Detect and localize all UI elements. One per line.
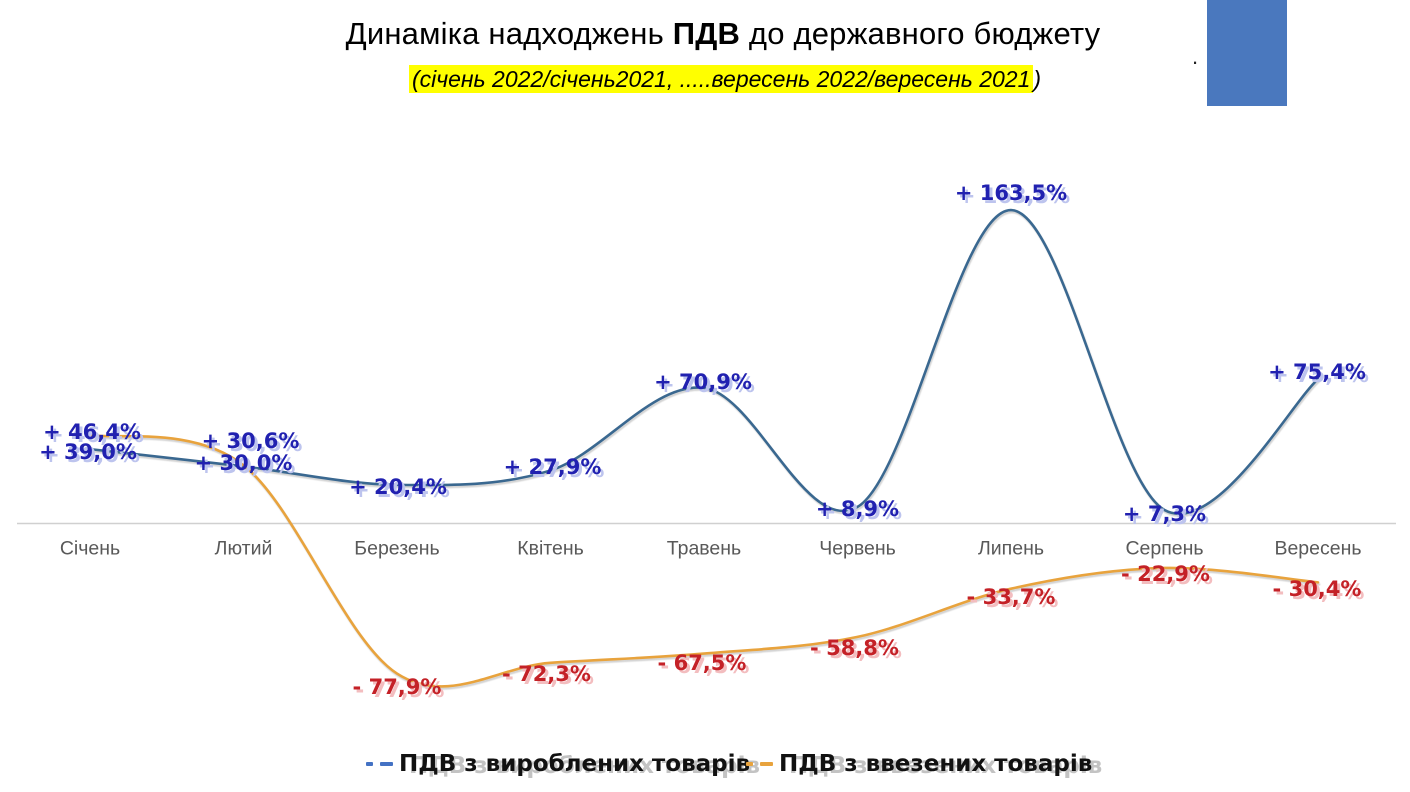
- legend-label-imported-goods: ПДВ з ввезених товарів: [779, 751, 1093, 777]
- axis-label-5: Червень: [819, 537, 896, 560]
- point-label-imported-0: + 46,4%: [43, 419, 141, 444]
- axis-label-0: Січень: [59, 537, 121, 560]
- point-label-imported-3: - 72,3%: [502, 661, 591, 686]
- legend-item-imported-goods: ПДВ з ввезених товарів: [746, 751, 1092, 777]
- axis-label-8: Вересень: [1274, 537, 1362, 560]
- blue-rectangle-decoration: [1207, 0, 1287, 106]
- axis-label-2: Березень: [354, 537, 440, 560]
- point-label-produced-4: + 70,9%: [654, 369, 752, 394]
- axis-label-3: Квітень: [517, 537, 584, 560]
- point-label-produced-3: + 27,9%: [503, 455, 602, 480]
- chart-title-suffix: до державного бюджету: [740, 16, 1101, 51]
- point-label-produced-1: + 30,0%: [194, 451, 293, 476]
- point-label-imported-2: - 77,9%: [352, 674, 442, 699]
- legend-label-produced-goods: ПДВ з вироблених товарів: [399, 751, 751, 777]
- point-label-imported-6: - 33,7%: [966, 584, 1056, 609]
- series-line-produced: [88, 208, 1320, 515]
- chart-title: Динаміка надходжень ПДВ до державного бю…: [18, 16, 1410, 52]
- point-label-produced-0: + 39,0%: [39, 440, 137, 465]
- point-label-produced-8: + 75,4%: [1268, 360, 1366, 385]
- point-label-imported-5: - 58,8%: [810, 635, 899, 660]
- legend-item-produced-goods: ПДВ з вироблених товарів: [366, 751, 750, 777]
- legend-dash-icon: [746, 762, 753, 766]
- axis-label-7: Серпень: [1125, 537, 1204, 560]
- series-line-imported: [88, 433, 1320, 688]
- point-label-produced-6: + 163,5%: [954, 181, 1068, 206]
- chart-title-prefix: Динаміка надходжень: [345, 16, 673, 51]
- axis-label-1: Лютий: [214, 537, 273, 560]
- chart-subtitle: (січень 2022/січень2021, .....вересень 2…: [20, 65, 1410, 93]
- legend-dash-icon: [760, 762, 773, 766]
- chart-subtitle-tail: ): [1033, 66, 1042, 92]
- point-label-produced-5: + 8,9%: [815, 496, 900, 521]
- legend-dash-icon: [366, 762, 373, 766]
- point-label-produced-2: + 20,4%: [349, 474, 447, 499]
- chart-subtitle-highlighted: (січень 2022/січень2021, .....вересень 2…: [408, 65, 1034, 93]
- point-label-produced-7: + 7,3%: [1122, 501, 1207, 526]
- point-label-imported-7: - 22,9%: [1121, 561, 1210, 586]
- axis-label-6: Липень: [977, 537, 1045, 560]
- legend-dash-icon: [380, 762, 393, 766]
- point-label-imported-8: - 30,4%: [1272, 577, 1362, 602]
- point-label-imported-1: + 30,6%: [201, 429, 300, 454]
- chart-title-bold-word: ПДВ: [672, 16, 741, 51]
- stray-period-dot: .: [1192, 44, 1199, 69]
- point-label-imported-4: - 67,5%: [657, 650, 747, 675]
- axis-label-4: Травень: [666, 537, 742, 560]
